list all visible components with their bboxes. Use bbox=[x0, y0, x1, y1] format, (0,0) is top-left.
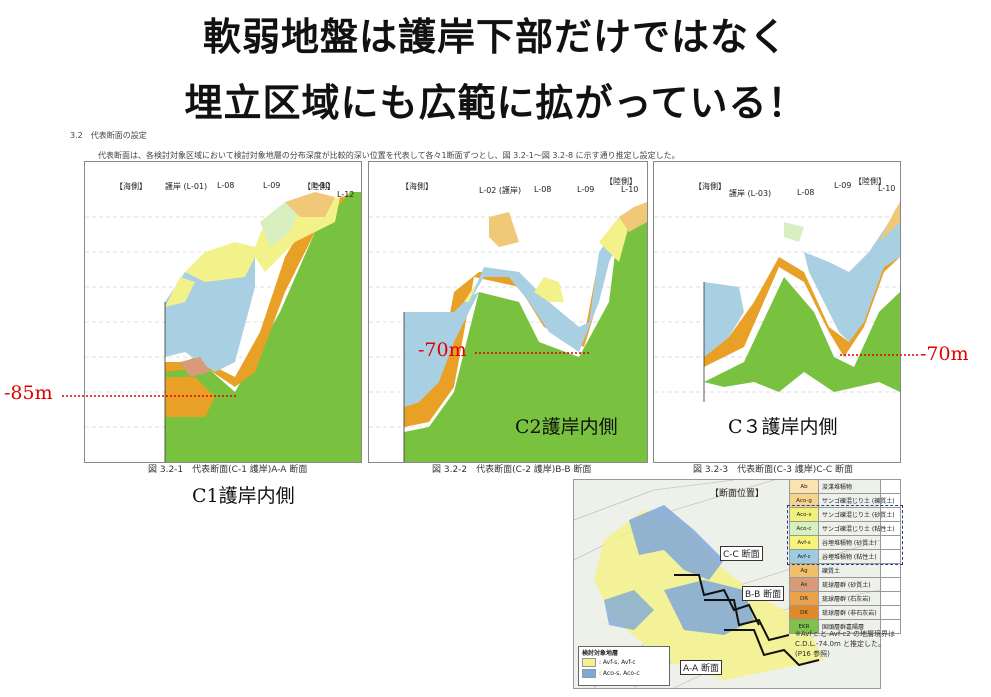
panel-3-boring-2: L-08 bbox=[797, 188, 815, 197]
legend-text: 琉球層群 (砂質土) bbox=[822, 582, 871, 589]
legend-row: Ab 浚渫堆積物 bbox=[789, 479, 901, 494]
legend-text: 浚渫堆積物 bbox=[822, 484, 853, 491]
legend-swatch: DK bbox=[790, 606, 819, 619]
panel-1-boring-2: L-08 bbox=[217, 181, 235, 190]
section-heading: 3.2 代表断面の設定 bbox=[70, 131, 147, 140]
panel-3-sea-label: 【海側】 bbox=[694, 182, 726, 191]
map-section-a: A-A 断面 bbox=[680, 660, 723, 675]
depth-label-c2: -70m bbox=[418, 339, 467, 361]
location-map: 【断面位置】 C-C 断面 B-B 断面 A-A 断面 検討対象地層 : Avf… bbox=[573, 479, 881, 689]
legend-text: サンゴ礫混じり土 (礫質土) bbox=[822, 498, 895, 505]
legend-text: 琉球層群 (非石灰岩) bbox=[822, 610, 877, 617]
panel-3-caption: 図 3.2-3 代表断面(C-3 護岸)C-C 断面 bbox=[693, 465, 853, 475]
panel-3-boring-4: L-10 bbox=[878, 184, 896, 193]
depth-label-c3: -70m bbox=[920, 343, 969, 365]
legend-text: 谷埋堆積物 (粘性土) bbox=[822, 554, 877, 561]
cross-section-3-drawing bbox=[654, 202, 900, 402]
panel-1-boring-3: L-09 bbox=[263, 181, 281, 190]
map-inset-item-1: : Avf-s, Avf-c bbox=[599, 659, 636, 666]
map-inset-item-2: : Aco-s, Aco-c bbox=[599, 670, 640, 677]
map-title: 【断面位置】 bbox=[710, 489, 765, 499]
map-inset-legend: 検討対象地層 : Avf-s, Avf-c : Aco-s, Aco-c bbox=[578, 646, 670, 686]
panel-2-boring-2: L-08 bbox=[534, 185, 552, 194]
headline-line-1: 軟弱地盤は護岸下部だけではなく bbox=[202, 15, 788, 59]
legend-swatch: As bbox=[790, 578, 819, 591]
legend-swatch: EKR bbox=[790, 620, 819, 633]
panel-2-land-label: 【陸側】 bbox=[605, 177, 637, 186]
cross-section-panel-3: 【海側】 【陸側】 護岸 (L-03) L-08 L-09 L-10 bbox=[653, 161, 901, 463]
panel-3-land-label: 【陸側】 bbox=[854, 177, 886, 186]
legend-highlight-box bbox=[787, 505, 903, 565]
panel-1-caption: 図 3.2-1 代表断面(C-1 護岸)A-A 断面 bbox=[148, 465, 308, 475]
legend-text: 国頭層群嘉陽層 bbox=[822, 624, 865, 631]
legend-text: 谷埋堆積物 (砂質土) bbox=[822, 540, 877, 547]
legend-row: DR 琉球層群 (石灰岩) bbox=[789, 591, 901, 606]
legend-note: ※Avf-c と Avf-c2 の地層境界は C.D.L.-74.0m と推定し… bbox=[795, 630, 895, 658]
cross-section-panel-2: 【海側】 【陸側】 L-02 (護岸) L-08 L-09 L-10 bbox=[368, 161, 648, 463]
legend-swatch: Aco-g bbox=[790, 494, 819, 507]
depth-label-c1: -85m bbox=[4, 382, 53, 404]
legend-swatch: Avf-s bbox=[790, 536, 819, 549]
legend-row: EKR 国頭層群嘉陽層 bbox=[789, 619, 901, 634]
map-section-b: B-B 断面 bbox=[742, 586, 785, 601]
inset-swatch-blue bbox=[582, 669, 596, 678]
label-c3-inner: C３護岸内側 bbox=[728, 416, 838, 438]
legend-row: Ag 礫質土 bbox=[789, 563, 901, 578]
map-inset-title: 検討対象地層 bbox=[582, 650, 619, 657]
panel-1-boring-1: 護岸 (L-01) bbox=[165, 182, 208, 191]
panel-2-boring-4: L-10 bbox=[621, 185, 639, 194]
panel-1-land-label: 【陸側】 bbox=[303, 182, 335, 191]
label-c2-inner: C2護岸内側 bbox=[515, 416, 618, 438]
panel-2-sea-label: 【海側】 bbox=[401, 182, 433, 191]
legend-swatch: Ag bbox=[790, 564, 819, 577]
legend-swatch: Aco-c bbox=[790, 522, 819, 535]
panel-1-sea-label: 【海側】 bbox=[115, 182, 147, 191]
legend-text: サンゴ礫混じり土 (粘性土) bbox=[822, 526, 895, 533]
legend-swatch: Aco-s bbox=[790, 508, 819, 521]
legend-swatch: Avf-c bbox=[790, 550, 819, 563]
cross-section-panel-1: 【海側】 【陸側】 護岸 (L-01) L-08 L-09 L-10 L-12 bbox=[84, 161, 362, 463]
panel-2-boring-3: L-09 bbox=[577, 185, 595, 194]
map-section-c: C-C 断面 bbox=[720, 546, 763, 561]
inset-swatch-yellow bbox=[582, 658, 596, 667]
headline-line-2: 埋立区域にも広範に拡がっている！ bbox=[184, 81, 807, 125]
panel-2-caption: 図 3.2-2 代表断面(C-2 護岸)B-B 断面 bbox=[432, 465, 592, 475]
legend-text: 琉球層群 (石灰岩) bbox=[822, 596, 871, 603]
cross-section-1-drawing bbox=[85, 192, 361, 462]
legend-text: 礫質土 bbox=[822, 568, 841, 575]
legend-swatch: Ab bbox=[790, 480, 819, 493]
legend-swatch: DR bbox=[790, 592, 819, 605]
legend-row: DK 琉球層群 (非石灰岩) bbox=[789, 605, 901, 620]
section-body: 代表断面は、各検討対象区域において検討対象地層の分布深度が比較的深い位置を代表し… bbox=[98, 151, 680, 160]
stratum-legend: Ab 浚渫堆積物 Aco-g サンゴ礫混じり土 (礫質土) Aco-s サンゴ礫混じり… bbox=[787, 479, 903, 689]
cross-section-2-drawing bbox=[369, 202, 647, 462]
legend-row: As 琉球層群 (砂質土) bbox=[789, 577, 901, 592]
panel-1-boring-4: L-10 bbox=[313, 181, 331, 190]
panel-3-boring-3: L-09 bbox=[834, 181, 852, 190]
legend-text: サンゴ礫混じり土 (砂質土) bbox=[822, 512, 895, 519]
label-c1-inner: C1護岸内側 bbox=[192, 485, 295, 507]
panel-2-boring-1: L-02 (護岸) bbox=[479, 186, 522, 195]
panel-1-boring-5: L-12 bbox=[337, 190, 355, 199]
panel-3-boring-1: 護岸 (L-03) bbox=[729, 189, 772, 198]
